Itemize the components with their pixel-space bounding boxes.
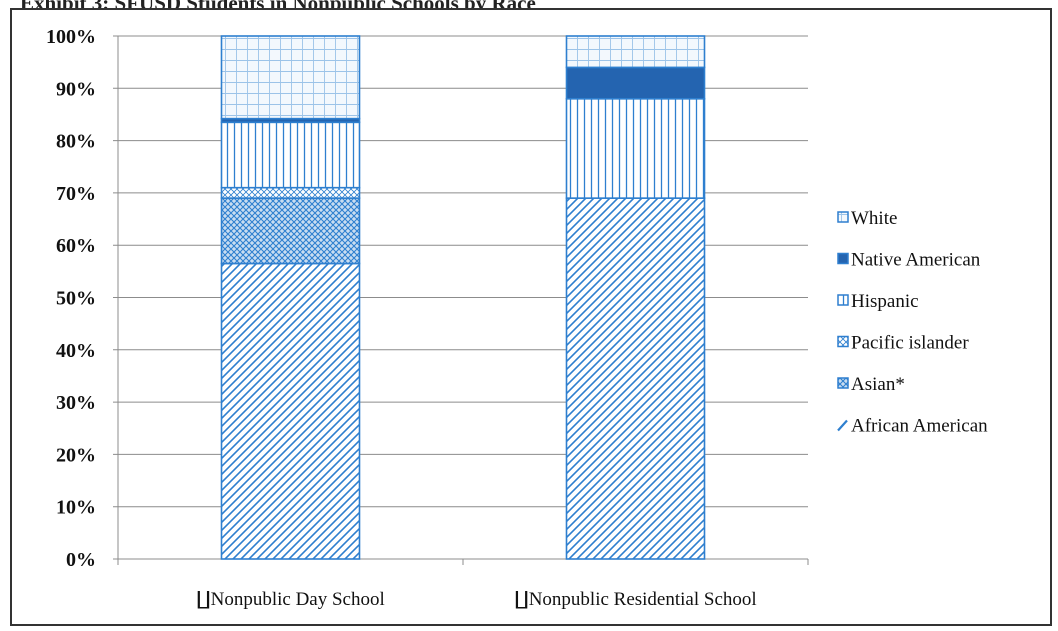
y-tick-label: 90% [56,78,96,100]
bar-segment-native-american [565,66,706,100]
x-category-label: ∐Nonpublic Day School [196,589,385,610]
legend-label-pacific-islander: Pacific islander [851,333,969,354]
bar-segment-african-american [220,262,361,560]
bar-segment-white [565,35,706,69]
legend-label-hispanic: Hispanic [851,291,919,312]
legend-label-asian: Asian* [851,374,905,395]
legend: White Native American Hispanic Pacific isla… [837,208,988,437]
bar-segment-hispanic [565,97,706,199]
y-tick-label: 80% [56,131,96,153]
legend-swatch-pacific-islander [837,335,849,348]
legend-label-african-american: African American [851,416,988,437]
y-tick-label: 0% [66,549,96,571]
legend-swatch-hispanic [837,294,849,306]
bar-segment-hispanic [220,121,361,189]
legend-swatch-african-american [837,419,848,432]
y-tick-label: 70% [56,183,96,205]
bars [220,35,706,560]
y-tick-label: 10% [56,497,96,519]
labels: 0% 10% 20% 30% 40% 50% 60% 70% 80% 90% 100% ∐Nonpub… [46,26,757,610]
bar-segment-white [220,35,361,120]
y-tick-label: 60% [56,235,96,257]
y-tick-label: 100% [46,26,96,48]
bar-segment-asian [220,197,361,265]
y-tick-label: 20% [56,444,96,466]
legend-label-native-american: Native American [851,250,981,271]
chart-frame [10,8,1052,626]
x-category-label: ∐Nonpublic Residential School [514,589,756,610]
legend-swatch-white [837,211,849,223]
legend-swatch-asian [837,377,849,389]
bar-segment-african-american [565,197,706,560]
y-tick-label: 40% [56,340,96,362]
legend-label-white: White [851,208,897,229]
y-tick-label: 30% [56,392,96,414]
legend-swatch-native-american [837,252,849,265]
y-tick-label: 50% [56,288,96,310]
bar-segment-pacific-islander [220,186,361,199]
